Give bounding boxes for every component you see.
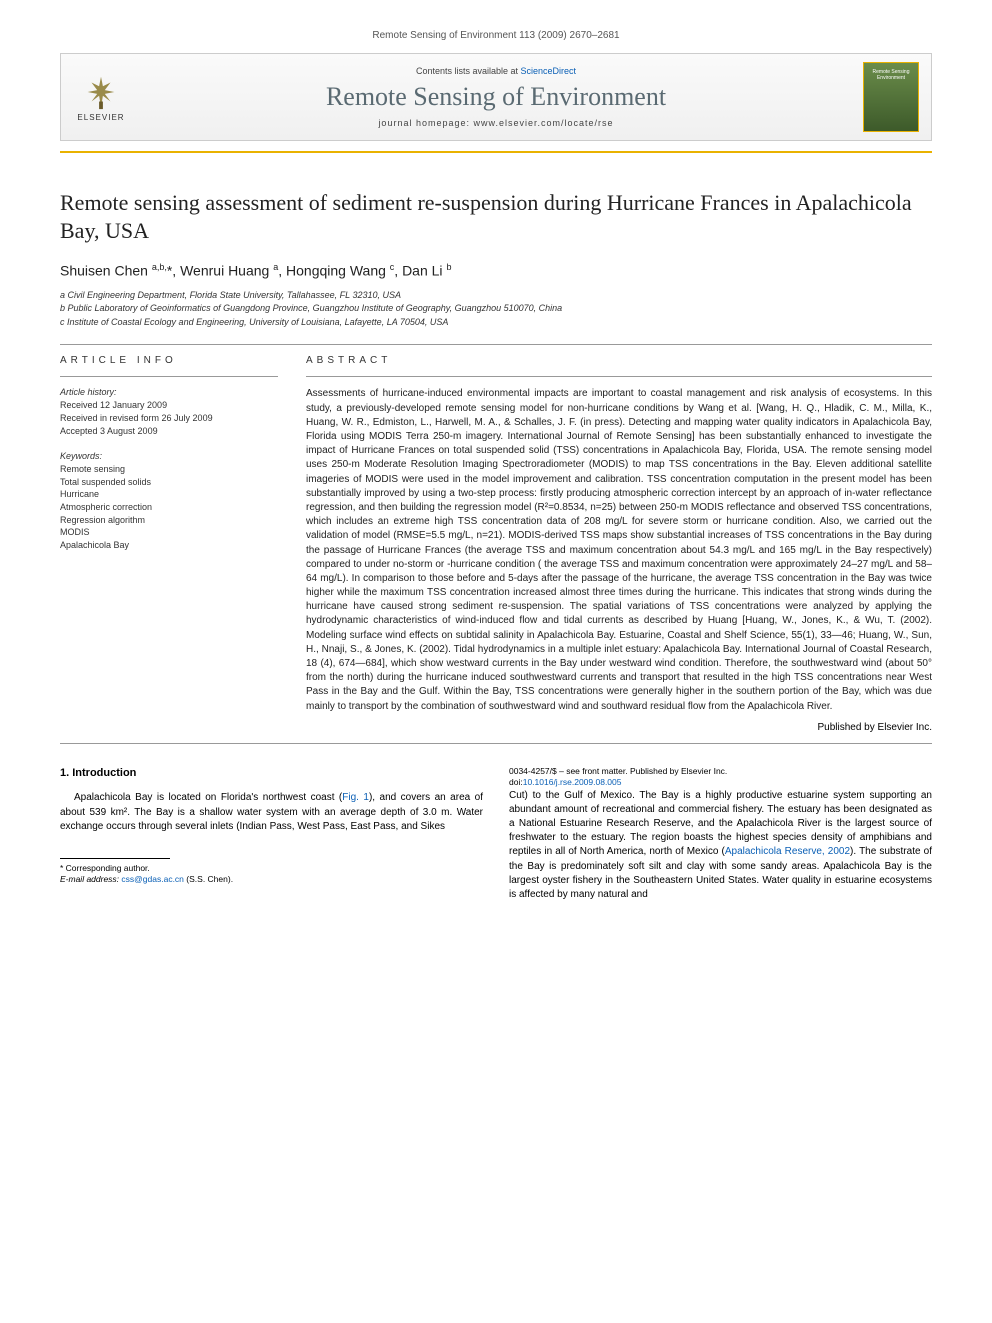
separator <box>306 376 932 377</box>
doi-prefix: doi: <box>509 777 523 787</box>
intro-para-left: Apalachicola Bay is located on Florida's… <box>60 791 483 834</box>
publisher-name: ELSEVIER <box>77 113 124 122</box>
keyword: MODIS <box>60 526 278 539</box>
cover-text: Remote Sensing Environment <box>864 69 918 81</box>
doi-line: doi:10.1016/j.rse.2009.08.005 <box>509 777 932 788</box>
keyword: Total suspended solids <box>60 476 278 489</box>
info-abstract-row: article info Article history: Received 1… <box>60 355 932 732</box>
publisher-note: Published by Elsevier Inc. <box>306 722 932 733</box>
history-label: Article history: <box>60 387 278 397</box>
introduction-section: 1. Introduction Apalachicola Bay is loca… <box>60 766 932 902</box>
figure-link[interactable]: Fig. 1 <box>342 792 369 803</box>
citation-link[interactable]: Apalachicola Reserve, 2002 <box>725 846 850 857</box>
article-title: Remote sensing assessment of sediment re… <box>60 189 932 244</box>
footnote-separator <box>60 858 170 859</box>
copyright-block: 0034-4257/$ – see front matter. Publishe… <box>509 766 932 789</box>
contents-prefix: Contents lists available at <box>416 66 521 76</box>
email-line: E-mail address: css@gdas.ac.cn (S.S. Che… <box>60 874 483 885</box>
history-line: Accepted 3 August 2009 <box>60 425 278 438</box>
keyword: Atmospheric correction <box>60 501 278 514</box>
sciencedirect-link[interactable]: ScienceDirect <box>521 66 577 76</box>
email-link[interactable]: css@gdas.ac.cn <box>121 874 184 884</box>
affiliation-line: a Civil Engineering Department, Florida … <box>60 289 932 302</box>
article-info-col: article info Article history: Received 1… <box>60 355 278 732</box>
corresponding-author-note: * Corresponding author. <box>60 863 483 874</box>
history-line: Received 12 January 2009 <box>60 399 278 412</box>
journal-cover-thumb: Remote Sensing Environment <box>863 62 919 132</box>
email-suffix: (S.S. Chen). <box>184 874 233 884</box>
footnotes: * Corresponding author. E-mail address: … <box>60 863 483 886</box>
separator <box>60 743 932 744</box>
journal-name: Remote Sensing of Environment <box>145 82 847 112</box>
running-header: Remote Sensing of Environment 113 (2009)… <box>60 30 932 41</box>
email-label: E-mail address: <box>60 874 121 884</box>
doi-link[interactable]: 10.1016/j.rse.2009.08.005 <box>523 777 622 787</box>
copyright-line: 0034-4257/$ – see front matter. Publishe… <box>509 766 932 777</box>
separator <box>60 344 932 345</box>
abstract-col: abstract Assessments of hurricane-induce… <box>306 355 932 732</box>
contents-line: Contents lists available at ScienceDirec… <box>145 66 847 76</box>
publisher-logo: ELSEVIER <box>73 69 129 125</box>
accent-bar <box>60 151 932 153</box>
separator <box>60 376 278 377</box>
keyword: Regression algorithm <box>60 514 278 527</box>
journal-masthead: ELSEVIER Contents lists available at Sci… <box>60 53 932 141</box>
authors-line: Shuisen Chen a,b,*, Wenrui Huang a, Hong… <box>60 262 932 279</box>
journal-homepage: journal homepage: www.elsevier.com/locat… <box>145 118 847 128</box>
keywords-list: Remote sensingTotal suspended solidsHurr… <box>60 463 278 551</box>
intro-para-right: Cut) to the Gulf of Mexico. The Bay is a… <box>509 789 932 903</box>
keyword: Hurricane <box>60 488 278 501</box>
elsevier-tree-icon <box>82 73 120 111</box>
article-info-heading: article info <box>60 355 278 366</box>
affiliations: a Civil Engineering Department, Florida … <box>60 289 932 329</box>
homepage-url: www.elsevier.com/locate/rse <box>474 118 614 128</box>
keyword: Remote sensing <box>60 463 278 476</box>
history-line: Received in revised form 26 July 2009 <box>60 412 278 425</box>
keyword: Apalachicola Bay <box>60 539 278 552</box>
intro-heading: 1. Introduction <box>60 766 483 782</box>
abstract-heading: abstract <box>306 355 932 366</box>
abstract-body: Assessments of hurricane-induced environ… <box>306 387 932 713</box>
homepage-prefix: journal homepage: <box>378 118 473 128</box>
keywords-label: Keywords: <box>60 451 278 461</box>
affiliation-line: b Public Laboratory of Geoinformatics of… <box>60 302 932 315</box>
affiliation-line: c Institute of Coastal Ecology and Engin… <box>60 316 932 329</box>
para-text: Apalachicola Bay is located on Florida's… <box>74 792 342 803</box>
